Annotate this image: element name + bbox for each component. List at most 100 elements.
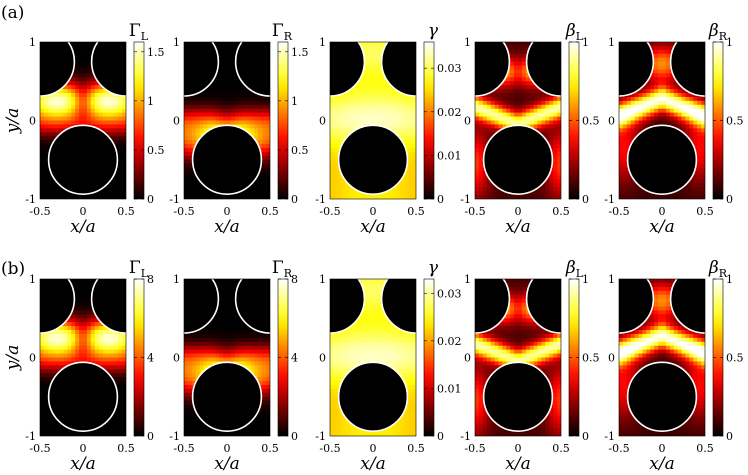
- heatmap-cell: [250, 183, 255, 188]
- heatmap-panel: -0.5 0 0.5x/a10-1 00.010.020.03γ: [315, 21, 461, 237]
- heatmap-cell: [533, 96, 539, 102]
- heatmap-cell: [184, 159, 189, 165]
- heatmap-cell: [83, 357, 88, 363]
- heatmap-cell: [701, 100, 705, 106]
- heatmap-cell: [373, 42, 378, 47]
- heatmap-cell: [622, 108, 628, 114]
- heatmap-cell: [622, 116, 628, 122]
- heatmap-cell: [669, 93, 675, 98]
- heatmap-cell: [361, 73, 366, 78]
- heatmap-cell: [654, 93, 659, 98]
- heatmap-cell: [478, 120, 484, 126]
- heatmap-cell: [475, 128, 480, 133]
- heatmap-cell: [330, 100, 335, 106]
- heatmap-cell: [619, 120, 624, 126]
- heatmap-cell: [529, 124, 535, 129]
- heatmap-cell: [258, 116, 263, 122]
- heatmap-cell: [634, 120, 640, 126]
- heatmap-cell: [106, 96, 111, 102]
- heatmap-cell: [102, 100, 108, 106]
- heatmap-cell: [106, 108, 111, 114]
- colorbar-label: βL: [565, 21, 584, 43]
- heatmap-cell: [219, 195, 224, 199]
- heatmap-cell: [482, 195, 488, 199]
- heatmap-cell: [400, 183, 405, 188]
- heatmap-cell: [266, 124, 270, 129]
- heatmap-cell: [486, 136, 492, 141]
- heatmap-cell: [227, 116, 232, 122]
- heatmap-cell: [549, 124, 554, 129]
- heatmap-cell: [634, 100, 640, 106]
- heatmap-cell: [250, 124, 255, 129]
- heatmap-cell: [333, 120, 339, 126]
- heatmap-cell: [345, 191, 351, 196]
- heatmap-cell: [630, 104, 636, 110]
- heatmap-cell: [650, 116, 655, 122]
- heatmap-cell: [408, 100, 413, 106]
- heatmap-cell: [482, 191, 488, 196]
- heatmap-cell: [662, 100, 667, 106]
- heatmap-cell: [75, 195, 80, 199]
- heatmap-cell: [75, 279, 80, 284]
- heatmap-cell: [514, 112, 519, 118]
- heatmap-cell: [83, 57, 88, 63]
- heatmap-cell: [86, 100, 92, 106]
- heatmap-cell: [658, 49, 663, 55]
- heatmap-cell: [184, 112, 189, 118]
- heatmap-cell: [90, 345, 96, 351]
- heatmap-cell: [262, 179, 267, 184]
- heatmap-cell: [114, 183, 119, 188]
- heatmap-cell: [207, 93, 212, 98]
- heatmap-cell: [71, 42, 76, 47]
- heatmap-cell: [626, 171, 632, 177]
- heatmap-cell: [626, 116, 632, 122]
- heatmap-cell: [195, 116, 201, 122]
- heatmap-cell: [392, 120, 398, 126]
- heatmap-cell: [482, 144, 488, 149]
- x-axis-label: x/a: [360, 217, 385, 237]
- heatmap-cell: [83, 104, 88, 110]
- heatmap-cell: [63, 349, 68, 355]
- heatmap-cell: [376, 93, 382, 98]
- heatmap-cell: [545, 100, 550, 106]
- heatmap-cell: [693, 179, 698, 184]
- heatmap-cell: [110, 345, 115, 351]
- heatmap-cell: [250, 132, 255, 137]
- heatmap-cell: [102, 96, 108, 102]
- heatmap-cell: [266, 136, 270, 141]
- heatmap-cell: [642, 120, 647, 126]
- heatmap-cell: [619, 151, 624, 157]
- heatmap-cell: [376, 77, 382, 82]
- heatmap-cell: [392, 195, 398, 199]
- heatmap-cell: [494, 89, 500, 94]
- heatmap-cell: [404, 96, 409, 102]
- heatmap-cell: [510, 65, 515, 71]
- heatmap-cell: [475, 144, 480, 149]
- heatmap-cell: [357, 100, 362, 106]
- heatmap-cell: [86, 108, 92, 114]
- heatmap-cell: [541, 120, 546, 126]
- heatmap-cell: [83, 77, 88, 82]
- heatmap-cell: [250, 128, 255, 133]
- heatmap-cell: [669, 100, 675, 106]
- heatmap-cell: [545, 195, 550, 199]
- heatmap-cell: [654, 57, 659, 63]
- heatmap-cell: [521, 61, 527, 67]
- heatmap-cell: [349, 120, 355, 126]
- heatmap-cell: [669, 73, 675, 78]
- heatmap-cell: [384, 124, 390, 129]
- heatmap-cell: [494, 93, 500, 98]
- heatmap-cell: [333, 163, 339, 169]
- heatmap-cell: [689, 120, 694, 126]
- heatmap-cell: [122, 353, 126, 359]
- colorbar-label: ΓR: [272, 21, 293, 43]
- heatmap-cell: [486, 128, 492, 133]
- heatmap-cell: [404, 124, 409, 129]
- heatmap-cell: [118, 104, 123, 110]
- colorbar-tick-label: 0.5: [726, 115, 744, 128]
- heatmap-cell: [43, 128, 49, 133]
- heatmap-cell: [373, 61, 378, 67]
- heatmap-cell: [83, 306, 88, 311]
- heatmap-cell: [341, 132, 347, 137]
- heatmap-cell: [642, 104, 647, 110]
